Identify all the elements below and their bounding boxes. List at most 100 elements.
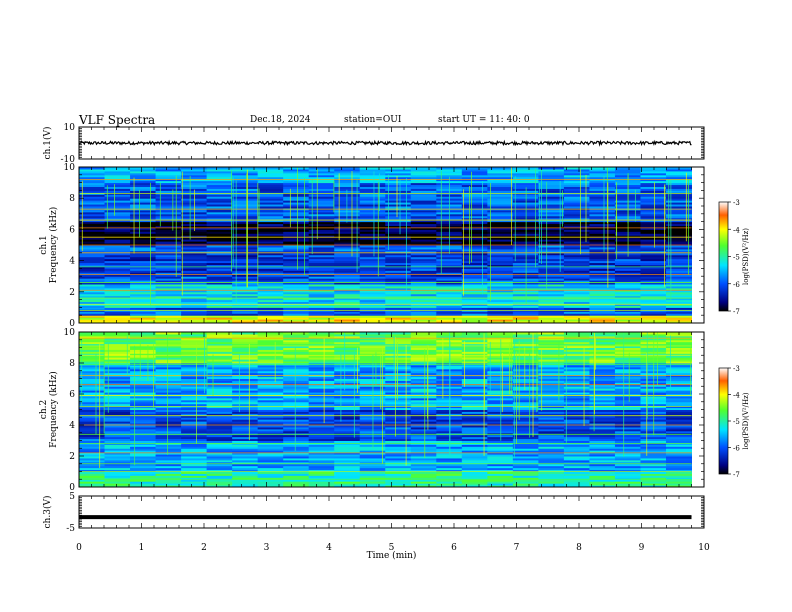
ch2-spectrogram-cell: [487, 347, 514, 350]
ch2-spectrogram-cell: [155, 438, 182, 441]
ch1-spectrogram-cell: [130, 174, 157, 178]
ch1-spectrogram-cell: [79, 299, 106, 303]
ch1-spectrogram-cell: [563, 176, 590, 180]
ch1-spectrogram-cell: [640, 311, 667, 314]
ch1-spectrogram-cell: [181, 270, 208, 273]
ch2-spectrogram-cell: [308, 353, 335, 356]
ch2-spectrogram-cell: [155, 382, 182, 385]
ch2-spectrogram-cell: [283, 392, 310, 395]
ch2-spectrogram-cell: [104, 395, 131, 399]
ch2-spectrogram-cell: [589, 459, 616, 463]
ch2-spectrogram-cell: [232, 337, 259, 341]
ch1-spectrogram-cell: [487, 184, 514, 187]
ch2-spectrogram-cell: [206, 434, 233, 438]
ch2-spectrogram-cell: [79, 438, 106, 441]
ch2-spectrogram-cell: [257, 463, 284, 467]
ch2-spectrogram-cell: [487, 421, 514, 424]
ch1-spectrogram-cell: [206, 202, 233, 205]
ch1-spectrogram-cell: [359, 303, 386, 306]
ch1-spectrogram-cell: [614, 260, 641, 264]
ch2-spectrogram-cell: [461, 421, 488, 424]
ch2-spectrogram-cell: [461, 481, 488, 484]
ch2-spectrogram-cell: [130, 430, 157, 434]
ch2-spectrogram-cell: [308, 351, 335, 354]
ch1-spectrogram-cell: [79, 233, 106, 236]
ch2-spectrogram-cell: [665, 351, 692, 354]
ch2-spectrogram-cell: [308, 407, 335, 410]
ch2-spectrogram-cell: [385, 409, 412, 412]
ch2-spectrogram-cell: [665, 395, 692, 399]
ch2-spectrogram-cell: [334, 378, 361, 381]
ch2-spectrogram-cell: [257, 440, 284, 443]
ch2-spectrogram-cell: [512, 361, 539, 364]
ch1-spectrogram-cell: [206, 168, 233, 172]
ch2-spectrogram-cell: [563, 469, 590, 472]
ch1-spectrogram-cell: [181, 170, 208, 174]
ch2-spectrogram-cell: [665, 384, 692, 387]
ch2-spectrogram-cell: [334, 423, 361, 426]
ch2-spectrogram-cell: [487, 452, 514, 455]
ch2-spectrogram-cell: [155, 409, 182, 412]
ch2-spectrogram-cell: [79, 333, 106, 337]
ch2-spectrogram-cell: [79, 392, 106, 395]
ch2-spectrogram-cell: [563, 434, 590, 438]
ch2-spectrogram-cell: [334, 401, 361, 405]
ch2-spectrogram-cell: [614, 481, 641, 484]
ch2-spectrogram-cell: [614, 359, 641, 362]
ch1-spectrogram-cell: [232, 282, 259, 285]
ch2-spectrogram-cell: [665, 390, 692, 393]
ch2-spectrogram-cell: [410, 473, 437, 476]
ch1-spectrogram-cell: [181, 231, 208, 234]
ch1-spectrogram-cell: [665, 239, 692, 242]
ch1-spectrogram-cell: [385, 276, 412, 279]
ch2-spectrogram-cell: [410, 364, 437, 368]
ch2-spectrogram-cell: [206, 378, 233, 381]
ch2-spectrogram-cell: [155, 403, 182, 407]
ch2-spectrogram-cell: [283, 426, 310, 430]
ch1-spectrogram-cell: [283, 313, 310, 316]
ch1-spectrogram-cell: [436, 270, 463, 273]
ch2-spectrogram-cell: [130, 361, 157, 364]
ch2-spectrogram-cell: [79, 452, 106, 455]
ch1-spectrogram-cell: [461, 260, 488, 264]
ch2-spectrogram-cell: [232, 426, 259, 430]
ch1-spectrogram-cell: [308, 266, 335, 269]
ch2-spectrogram-cell: [257, 461, 284, 465]
ch2-spectrogram-cell: [461, 407, 488, 410]
ch1-spectrogram-cell: [257, 272, 284, 275]
ch1-spectrogram-cell: [538, 221, 565, 225]
ch1-spectrogram-cell: [538, 264, 565, 267]
ch1-spectrogram-cell: [206, 291, 233, 295]
ch2-spectrogram-cell: [181, 448, 208, 451]
ch1-spectrogram-cell: [130, 233, 157, 236]
ch1-spectrogram-cell: [181, 219, 208, 223]
ch2-spectrogram-cell: [206, 417, 233, 420]
ch2-spectrogram-cell: [589, 450, 616, 453]
ch1-spectrogram-cell: [79, 241, 106, 244]
ch2-spectrogram-cell: [487, 392, 514, 395]
ch1-spectrogram-cell: [640, 307, 667, 310]
ch1-spectrogram-cell: [232, 196, 259, 199]
ch1-spectrogram-cell: [538, 180, 565, 184]
ch2-spectrogram-cell: [512, 415, 539, 418]
ch2-spectrogram-cell: [512, 461, 539, 465]
ch1-spectrogram-cell: [385, 221, 412, 225]
ch1-spectrogram-cell: [155, 239, 182, 242]
ch1-spectrogram-cell: [359, 317, 386, 320]
ch2-spectrogram-cell: [181, 411, 208, 414]
ch1-spectrogram-cell: [257, 209, 284, 213]
ch2-spectrogram-cell: [385, 457, 412, 461]
ch1-spectrogram-cell: [640, 178, 667, 182]
ch1-spectrogram-cell: [385, 213, 412, 217]
ch1-spectrogram-cell: [257, 256, 284, 260]
ch2-spectrogram-cell: [512, 399, 539, 403]
ch1-spectrogram-cell: [589, 268, 616, 271]
ch1-spectrogram-cell: [538, 168, 565, 172]
ch1-spectrogram-cell: [181, 225, 208, 228]
ch1-spectrogram-cell: [155, 217, 182, 221]
ch1-spectrogram-cell: [563, 178, 590, 182]
ch1-spectrogram-cell: [155, 206, 182, 209]
ch1-spectrogram-cell: [334, 225, 361, 228]
ch2-spectrogram-cell: [589, 457, 616, 461]
ch1-spectrogram-cell: [436, 266, 463, 269]
